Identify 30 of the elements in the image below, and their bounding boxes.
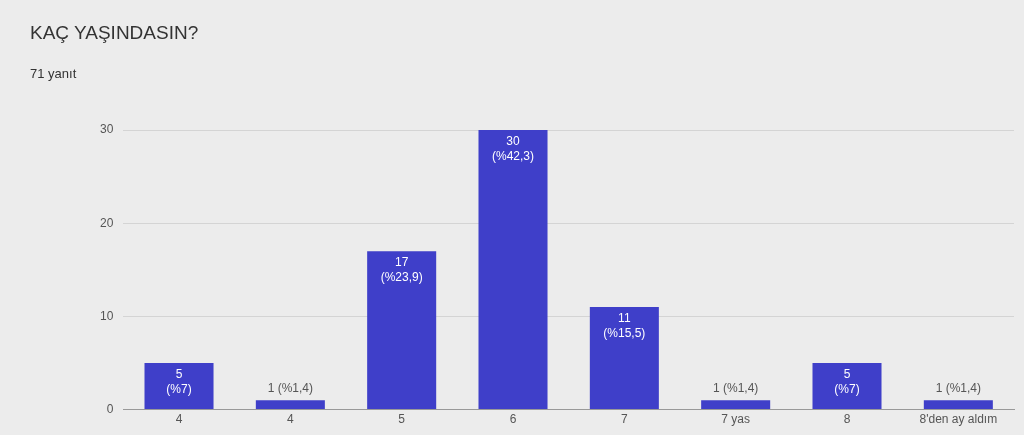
data-label: 17 (%23,9) <box>380 255 423 285</box>
data-label: 1 (%1,4) <box>712 380 759 395</box>
y-tick-label: 30 <box>99 122 114 137</box>
chart-title: KAÇ YAŞINDASIN? <box>30 22 199 44</box>
data-label: 1 (%1,4) <box>267 380 314 395</box>
bar <box>589 307 659 410</box>
x-tick-label: 7 <box>621 412 628 427</box>
data-label: 11 (%15,5) <box>603 311 646 341</box>
bar <box>255 400 325 410</box>
x-tick-label: 5 <box>398 412 406 427</box>
x-tick-label: 8'den ay aldım <box>919 412 998 427</box>
y-tick-label: 0 <box>106 401 114 416</box>
data-label: 1 (%1,4) <box>935 380 982 395</box>
x-tick-label: 4 <box>175 412 183 427</box>
data-label: 30 (%42,3) <box>491 134 535 164</box>
x-tick-label: 4 <box>287 412 294 427</box>
y-tick-label: 20 <box>99 215 114 230</box>
bar <box>701 400 771 410</box>
bar <box>923 400 993 410</box>
x-tick-label: 7 yas <box>721 412 751 427</box>
x-tick-label: 8 <box>843 412 851 427</box>
y-tick-label: 10 <box>99 308 114 323</box>
bar <box>812 363 882 410</box>
bar <box>478 130 548 410</box>
chart-subtitle: 71 yanıt <box>30 66 77 81</box>
bar <box>144 363 214 410</box>
data-label: 5 (%7) <box>834 367 860 397</box>
x-tick-label: 6 <box>509 412 517 427</box>
data-label: 5 (%7) <box>166 367 192 397</box>
bar <box>367 251 437 410</box>
